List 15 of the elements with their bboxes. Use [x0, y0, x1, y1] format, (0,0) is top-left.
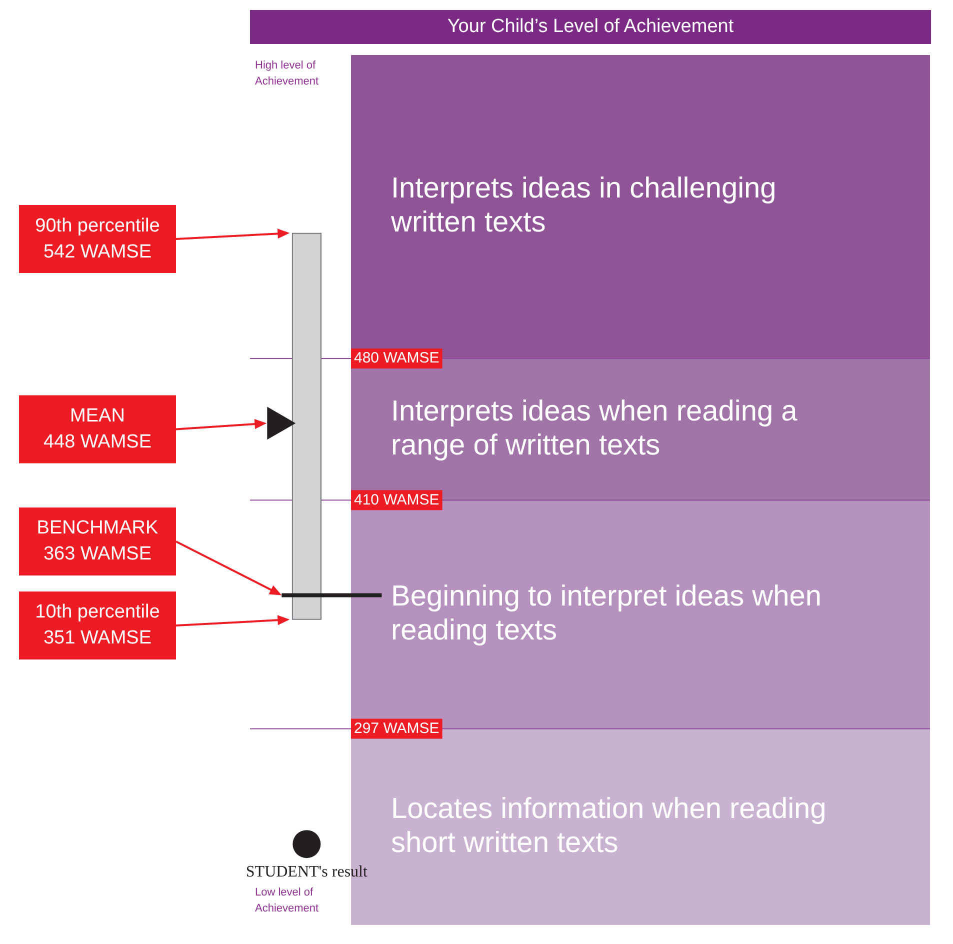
- chart-title: Your Child’s Level of Achievement: [250, 10, 931, 44]
- ref-line-label: BENCHMARK 363 WAMSE: [36, 518, 159, 565]
- band-label: Interprets ideas in challenging written texts: [390, 172, 776, 239]
- band-label: Beginning to interpret ideas when reading texts: [391, 580, 822, 646]
- text: 90th percentile 542 WAMSE: [35, 215, 160, 262]
- band-label: Interprets ideas when reading a range of written texts: [391, 395, 798, 462]
- y-tick-label: 410 WAMSE: [354, 491, 440, 508]
- text: MEAN 448 WAMSE: [43, 405, 152, 452]
- annotation: Low level of Achievement: [255, 886, 319, 915]
- text: 10th percentile 351 WAMSE: [35, 602, 160, 649]
- y-tick-label: 480 WAMSE: [354, 350, 440, 367]
- annotation: High level of Achievement: [255, 60, 319, 88]
- y-tick-label: 297 WAMSE: [354, 720, 440, 737]
- series-label: STUDENT's result: [246, 863, 368, 880]
- band-label: Locates information when reading short written texts: [391, 792, 826, 859]
